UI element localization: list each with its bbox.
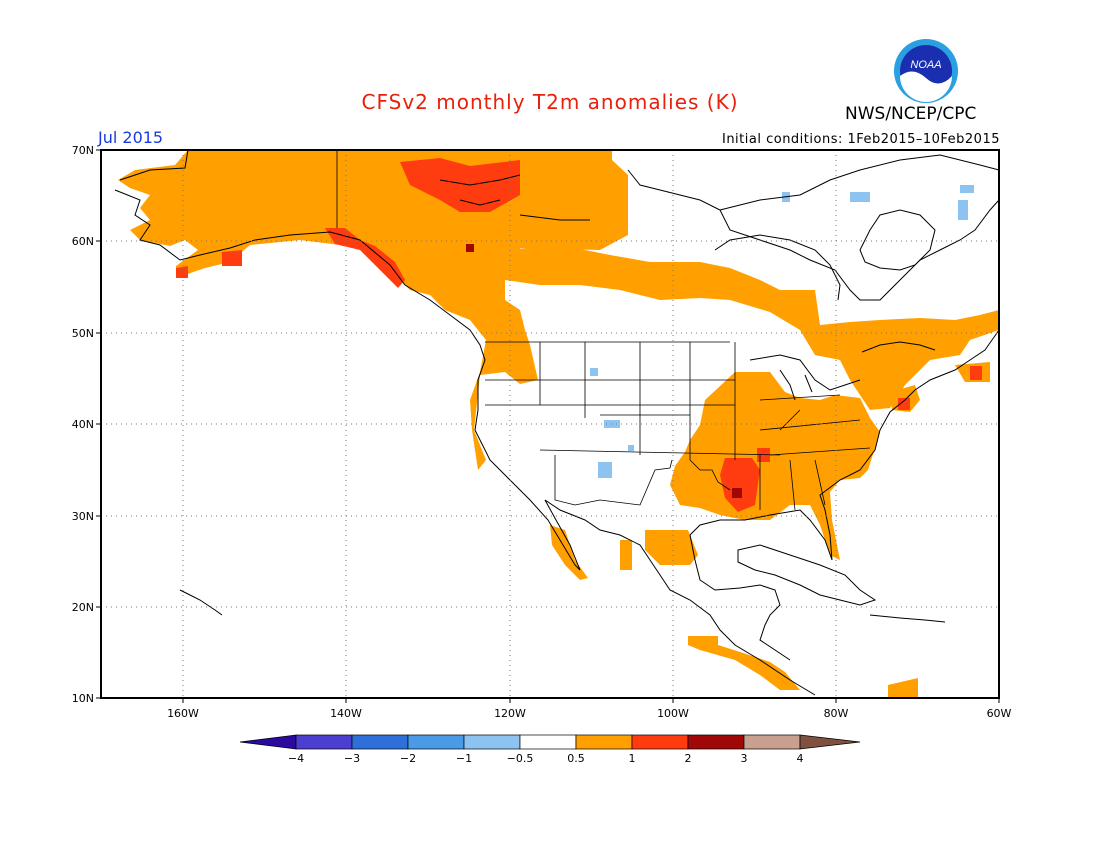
warm-region-central-canada: [505, 245, 999, 410]
colorbar-tick-label: −1: [456, 752, 472, 765]
political-borders: [336, 150, 871, 511]
strong-region-newengland: [898, 398, 910, 410]
lat-label: 20N: [72, 601, 94, 614]
colorbar-tick-label: −2: [400, 752, 416, 765]
org-label: NWS/NCEP/CPC: [845, 104, 977, 124]
initial-conditions: Initial conditions: 1Feb2015–10Feb2015: [721, 132, 1000, 147]
colorbar-swatch: [519, 734, 577, 750]
warm-region-alaska-canada: [118, 150, 628, 470]
lon-label: 60W: [987, 707, 1012, 720]
warm-region-southeast-us: [670, 372, 880, 560]
lon-label: 140W: [330, 707, 362, 720]
colorbar-swatch: [575, 734, 633, 750]
lon-label: 100W: [657, 707, 689, 720]
colorbar-swatch: [463, 734, 521, 750]
axis-ticks: [96, 149, 1000, 703]
colorbar-end-low: [239, 734, 297, 750]
colorbar-swatch: [631, 734, 689, 750]
lon-label: 160W: [167, 707, 199, 720]
strong-region-alaska-s: [222, 250, 242, 266]
cool-spot-labrador: [958, 200, 968, 220]
colorbar-swatch: [295, 734, 353, 750]
noaa-logo: NOAA: [894, 39, 958, 103]
cool-spot-newmexico: [598, 462, 612, 478]
strong-region-maine: [970, 366, 982, 380]
warm-region-south-america: [888, 678, 918, 698]
lat-label: 50N: [72, 327, 94, 340]
lat-label: 30N: [72, 510, 94, 523]
strong-region-mississippi: [720, 458, 760, 512]
colorbar-swatch: [743, 734, 801, 750]
strong-region-bc: [325, 228, 405, 288]
lat-label: 60N: [72, 235, 94, 248]
warm-region-mexico-small: [620, 540, 632, 570]
cool-spot-quebec: [850, 192, 870, 202]
colorbar-tick-label: −0.5: [507, 752, 534, 765]
colorbar-tick-label: 4: [797, 752, 804, 765]
colorbar-tick-label: 0.5: [567, 752, 585, 765]
cool-spot-newmexico-n: [628, 445, 634, 451]
colorbar-tick-label: 2: [685, 752, 692, 765]
chart-title: CFSv2 monthly T2m anomalies (K): [361, 90, 739, 114]
strong-region-alaska-sw: [176, 266, 188, 278]
cool-spot-wyoming: [590, 368, 598, 376]
colorbar-tick-label: 3: [741, 752, 748, 765]
lat-label: 70N: [72, 144, 94, 157]
colorbar-swatch: [351, 734, 409, 750]
warm-region-central-america: [688, 636, 800, 690]
cool-spot-baffin: [960, 185, 974, 193]
very-strong-spot-arkansas: [732, 488, 742, 498]
lat-label: 10N: [72, 692, 94, 705]
lon-label: 80W: [824, 707, 849, 720]
warm-region-texas-mexico: [645, 530, 698, 565]
colorbar-swatch: [407, 734, 465, 750]
lon-label: 120W: [494, 707, 526, 720]
colorbar-tick-label: 1: [629, 752, 636, 765]
colorbar-end-high: [799, 734, 861, 750]
coastlines: [114, 149, 1000, 696]
logo-text: NOAA: [910, 59, 941, 71]
colorbar-tick-label: −3: [344, 752, 360, 765]
colorbar: −4 −3 −2 −1 −0.5 0.5 1 2 3 4: [239, 734, 861, 765]
colorbar-swatch: [687, 734, 745, 750]
colorbar-tick-label: −4: [288, 752, 304, 765]
very-strong-spot-yukon: [466, 244, 474, 252]
strong-region-yukon: [400, 158, 520, 212]
lat-label: 40N: [72, 418, 94, 431]
forecast-month: Jul 2015: [98, 128, 164, 147]
